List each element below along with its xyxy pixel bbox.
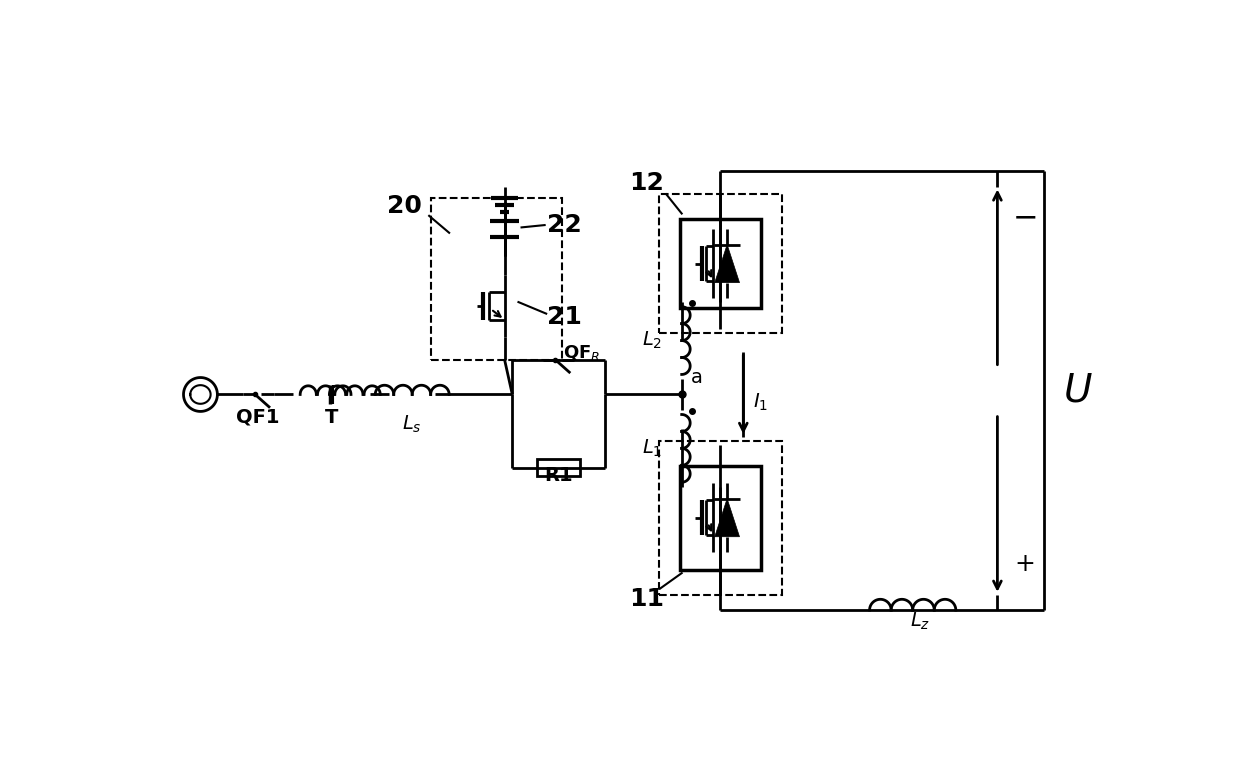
- Text: $U$: $U$: [1064, 371, 1094, 410]
- Text: 21: 21: [547, 306, 582, 330]
- Text: $L_z$: $L_z$: [910, 611, 930, 631]
- Text: $+$: $+$: [1014, 552, 1034, 576]
- Text: $L_1$: $L_1$: [642, 438, 662, 459]
- Text: $I_1$: $I_1$: [753, 391, 768, 413]
- Text: $-$: $-$: [1012, 203, 1037, 232]
- Bar: [658, 195, 781, 333]
- Text: 12: 12: [630, 171, 665, 195]
- Text: 20: 20: [387, 194, 422, 218]
- Text: $L_s$: $L_s$: [402, 413, 422, 435]
- Text: QF$_R$: QF$_R$: [563, 343, 600, 363]
- Text: T: T: [325, 408, 339, 427]
- Bar: [680, 219, 760, 308]
- Polygon shape: [714, 245, 739, 283]
- Bar: [432, 198, 563, 360]
- Polygon shape: [714, 499, 739, 537]
- Text: 11: 11: [630, 587, 665, 611]
- Bar: [537, 459, 579, 476]
- Text: QF1: QF1: [237, 408, 280, 427]
- Bar: [680, 466, 760, 570]
- Text: a: a: [691, 368, 703, 387]
- Bar: [658, 441, 781, 594]
- Text: $L_2$: $L_2$: [642, 330, 662, 351]
- Text: 22: 22: [547, 213, 582, 237]
- Text: R1: R1: [544, 466, 573, 485]
